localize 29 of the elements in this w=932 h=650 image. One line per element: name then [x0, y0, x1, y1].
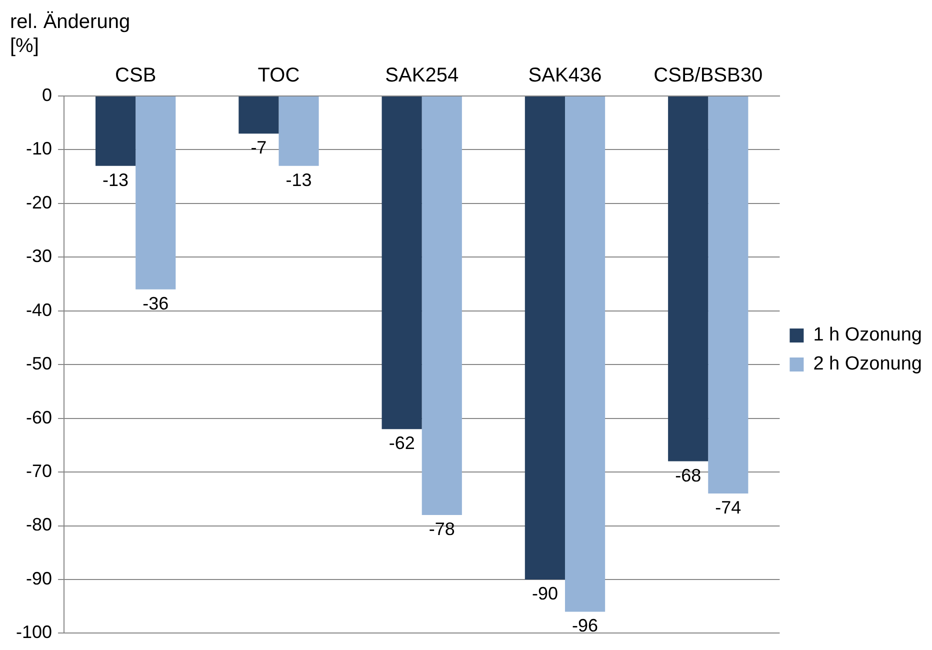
y-tick-label: -50: [26, 354, 52, 374]
data-label: -90: [532, 583, 558, 604]
data-label: -96: [572, 616, 598, 636]
y-tick-label: -30: [26, 246, 52, 266]
x-tick-label: SAK436: [528, 64, 602, 87]
y-tick-label: -90: [26, 568, 52, 588]
data-label: -7: [250, 138, 267, 158]
y-tick-label: 0: [42, 84, 52, 105]
y-tick-label: -40: [26, 300, 52, 320]
data-label: -62: [388, 433, 415, 454]
y-tick-label: -60: [26, 407, 52, 428]
y-tick-label: -70: [26, 461, 52, 482]
data-label: -13: [286, 170, 312, 190]
y-tick-label: -80: [26, 514, 52, 535]
x-tick-label: CSB: [115, 64, 156, 87]
data-label: -36: [142, 293, 169, 314]
data-label: -74: [715, 497, 742, 518]
x-tick-label: SAK254: [385, 64, 459, 87]
data-label: -68: [675, 465, 702, 486]
y-tick-label: -10: [26, 138, 52, 159]
legend-label: 1 h Ozonung: [813, 324, 922, 346]
data-label: -78: [428, 518, 455, 539]
x-tick-label: TOC: [258, 64, 300, 87]
legend-label: 2 h Ozonung: [813, 354, 922, 375]
x-tick-label: CSB/BSB30: [654, 64, 763, 87]
y-tick-label: -20: [26, 192, 52, 212]
y-tick-label: -100: [16, 622, 52, 642]
y-axis-title: rel. Änderung [%]: [10, 10, 132, 58]
data-label: -13: [102, 170, 129, 190]
